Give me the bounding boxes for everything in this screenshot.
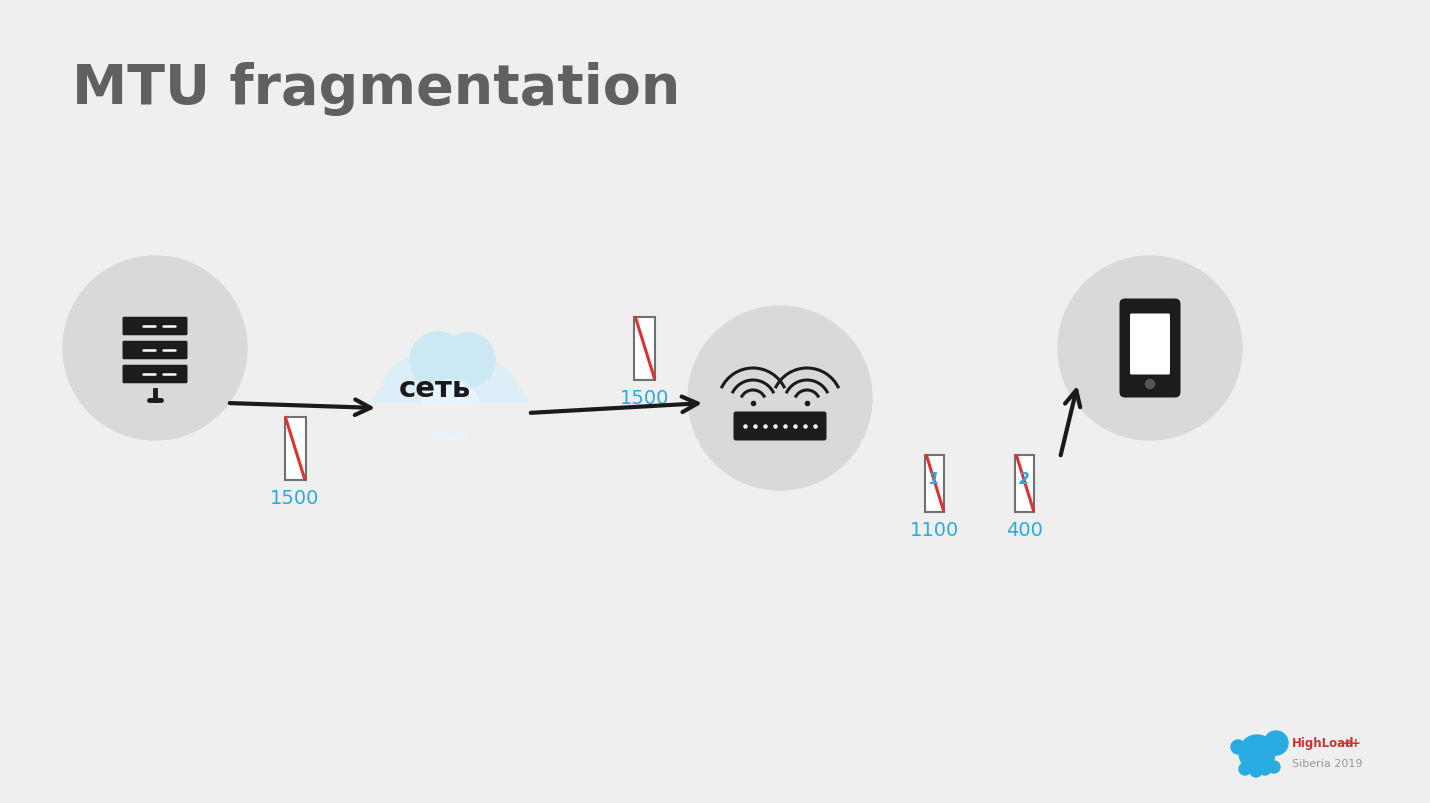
FancyBboxPatch shape (1120, 300, 1181, 398)
Text: 1100: 1100 (911, 521, 960, 540)
Circle shape (1058, 257, 1243, 441)
Text: сеть: сеть (399, 374, 470, 402)
Circle shape (1250, 765, 1263, 777)
Bar (285, 417, 306, 480)
Text: ++: ++ (1341, 736, 1361, 749)
Circle shape (1268, 761, 1280, 773)
Circle shape (1238, 735, 1276, 771)
Circle shape (373, 385, 418, 429)
FancyBboxPatch shape (1130, 314, 1170, 375)
Bar (1015, 455, 1034, 512)
Circle shape (1145, 380, 1154, 389)
Text: HighLoad: HighLoad (1291, 736, 1354, 749)
Text: 2: 2 (1018, 472, 1030, 487)
Text: 1500: 1500 (270, 489, 320, 507)
Circle shape (488, 386, 528, 426)
Circle shape (1264, 731, 1288, 755)
Circle shape (688, 307, 872, 491)
Circle shape (1258, 763, 1271, 775)
Text: 1: 1 (928, 472, 940, 487)
Bar (365, 403, 535, 434)
Circle shape (63, 257, 247, 441)
Text: 400: 400 (1007, 521, 1044, 540)
Circle shape (1238, 763, 1251, 775)
Text: MTU fragmentation: MTU fragmentation (72, 62, 681, 116)
FancyBboxPatch shape (734, 412, 827, 441)
FancyBboxPatch shape (123, 317, 187, 336)
Bar (925, 455, 944, 512)
Circle shape (410, 340, 490, 421)
FancyBboxPatch shape (123, 365, 187, 384)
FancyBboxPatch shape (123, 341, 187, 360)
Text: 1500: 1500 (621, 389, 669, 408)
Circle shape (458, 364, 518, 423)
Circle shape (440, 333, 495, 388)
Text: Siberia 2019: Siberia 2019 (1291, 758, 1363, 768)
Circle shape (1231, 740, 1246, 754)
Circle shape (420, 381, 480, 441)
Circle shape (410, 332, 466, 389)
Circle shape (383, 359, 448, 422)
Bar (635, 317, 655, 380)
